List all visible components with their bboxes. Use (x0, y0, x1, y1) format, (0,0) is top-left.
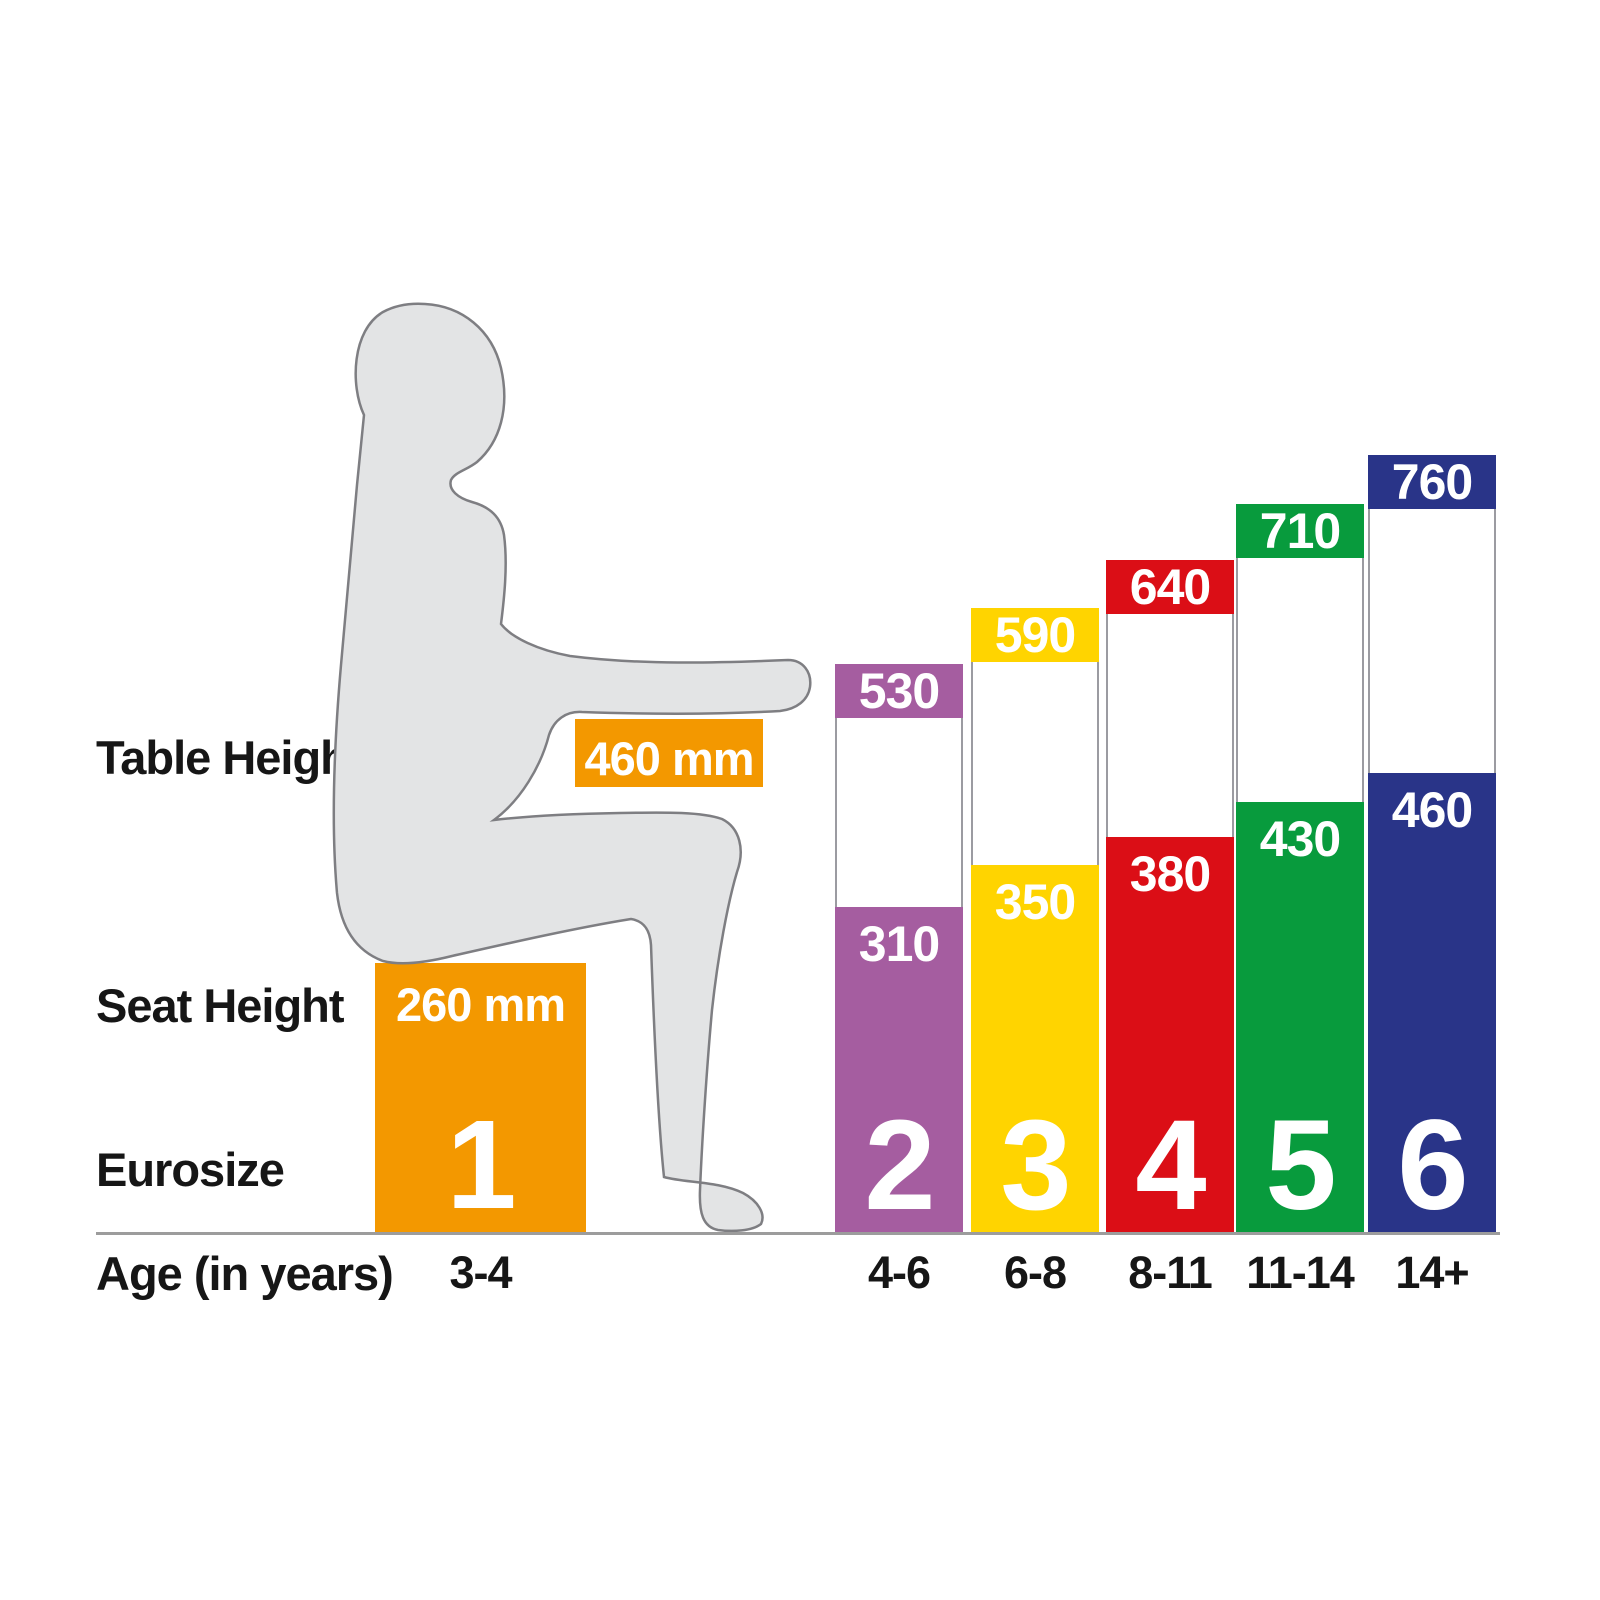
bar-gap (971, 662, 1099, 865)
seat-section: 460 6 (1368, 773, 1496, 1232)
age-value-size-3: 6-8 (1003, 1247, 1067, 1298)
age-value-size-1: 3-4 (449, 1247, 512, 1298)
reference-table-height-value: 460 mm (584, 732, 754, 785)
bar-eurosize-3: 590 350 3 (971, 608, 1099, 1232)
seat-height-value: 460 (1391, 782, 1473, 838)
table-height-value: 760 (1368, 455, 1496, 509)
seat-section: 380 4 (1106, 837, 1234, 1232)
seat-section: 310 2 (835, 907, 963, 1232)
eurosize-digit-6: 6 (1397, 1094, 1468, 1237)
silhouette-path (332, 302, 812, 1233)
eurosize-digit-4: 4 (1135, 1094, 1206, 1237)
table-height-label: Table Height (96, 731, 364, 784)
table-height-value: 530 (835, 664, 963, 718)
bar-gap (1236, 558, 1364, 802)
bar-eurosize-2: 530 310 2 (835, 664, 963, 1232)
bar-eurosize-4: 640 380 4 (1106, 560, 1234, 1232)
age-label: Age (in years) (96, 1247, 394, 1300)
table-height-value: 590 (971, 608, 1099, 662)
reference-seat-height-value: 260 mm (395, 978, 566, 1031)
eurosize-label: Eurosize (96, 1143, 285, 1196)
age-value-size-6: 14+ (1395, 1247, 1469, 1298)
eurosize-digit-3: 3 (1000, 1094, 1071, 1237)
ground-line (96, 1232, 1500, 1235)
table-height-value: 640 (1106, 560, 1234, 614)
reference-table-height-block: 460 mm (575, 719, 763, 787)
eurosize-digit-2: 2 (864, 1094, 935, 1237)
seat-height-value: 310 (858, 916, 940, 972)
age-value-size-5: 11-14 (1246, 1247, 1355, 1298)
bar-gap (835, 718, 963, 907)
eurosize-digit-5: 5 (1265, 1094, 1336, 1237)
seat-height-label: Seat Height (96, 979, 345, 1032)
table-height-value: 710 (1236, 504, 1364, 558)
age-value-size-2: 4-6 (867, 1247, 931, 1298)
bar-gap (1106, 614, 1234, 837)
reference-seat-block: 260 mm 1 (375, 963, 586, 1232)
seat-height-value: 380 (1129, 846, 1211, 902)
bar-gap (1368, 509, 1496, 773)
bar-eurosize-5: 710 430 5 (1236, 504, 1364, 1232)
seat-section: 430 5 (1236, 802, 1364, 1232)
seat-height-value: 430 (1259, 811, 1341, 867)
bar-eurosize-6: 760 460 6 (1368, 455, 1496, 1232)
eurosize-digit-1: 1 (446, 1094, 516, 1235)
seat-height-value: 350 (994, 874, 1076, 930)
age-value-size-4: 8-11 (1128, 1247, 1213, 1298)
seat-section: 350 3 (971, 865, 1099, 1232)
